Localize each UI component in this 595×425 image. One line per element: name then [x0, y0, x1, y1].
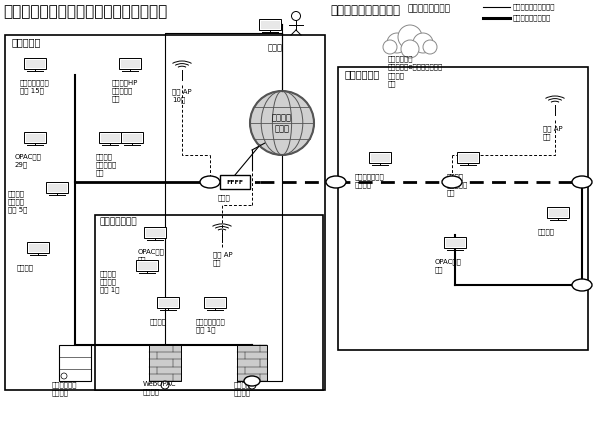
Text: 業務端末: 業務端末	[150, 318, 167, 325]
Bar	[27, 242, 49, 253]
Ellipse shape	[572, 279, 592, 291]
Text: 利用者系ネットワーク: 利用者系ネットワーク	[513, 4, 556, 10]
Bar	[549, 209, 568, 216]
Circle shape	[387, 33, 407, 53]
Text: 無線 AP
10台: 無線 AP 10台	[172, 88, 192, 103]
Bar	[259, 19, 281, 30]
Text: 他館所蔵
調査用端末
２台: 他館所蔵 調査用端末 ２台	[96, 153, 117, 176]
Circle shape	[161, 381, 169, 389]
Bar	[59, 345, 91, 381]
Text: OPAC端末
２台: OPAC端末 ２台	[138, 248, 165, 263]
Text: WebOPAC
サーバ等: WebOPAC サーバ等	[143, 381, 177, 395]
Bar	[547, 207, 569, 218]
Bar	[444, 237, 466, 248]
Text: 国際児童文学館: 国際児童文学館	[100, 217, 137, 226]
Circle shape	[250, 91, 314, 155]
Bar	[5, 35, 325, 390]
Ellipse shape	[200, 176, 220, 188]
Text: 書庫出納
案内表示
装置 1台: 書庫出納 案内表示 装置 1台	[100, 270, 120, 293]
Bar	[338, 67, 588, 350]
Circle shape	[413, 33, 433, 53]
Bar	[459, 154, 478, 162]
Circle shape	[423, 40, 437, 54]
Bar	[121, 132, 143, 143]
Text: OPAC端末
29台: OPAC端末 29台	[15, 153, 42, 168]
Text: データベース用
端末 15台: データベース用 端末 15台	[20, 79, 50, 94]
Text: インター
ネット: インター ネット	[272, 113, 292, 133]
Text: 官公庁等HP
閲覧用端末
２台: 官公庁等HP 閲覧用端末 ２台	[112, 79, 139, 102]
Text: 電子資料検索
（おおさかeコレクション）
横断検索
など: 電子資料検索 （おおさかeコレクション） 横断検索 など	[388, 55, 443, 88]
Text: 業務端末: 業務端末	[538, 228, 555, 235]
Text: 業務システム
サーバ等: 業務システム サーバ等	[52, 381, 77, 396]
Bar	[99, 132, 121, 143]
Text: 令和２年４月１日現在: 令和２年４月１日現在	[330, 4, 400, 17]
Bar	[29, 244, 48, 252]
Bar	[205, 299, 224, 306]
Bar	[261, 21, 280, 28]
Text: ファイア
ウォール: ファイア ウォール	[234, 381, 251, 396]
Ellipse shape	[442, 176, 462, 188]
Circle shape	[61, 373, 67, 379]
Circle shape	[401, 40, 419, 58]
Bar	[119, 58, 141, 69]
Text: 無線 AP
２台: 無線 AP ２台	[543, 125, 563, 140]
Bar	[457, 152, 479, 163]
Bar	[26, 134, 45, 142]
Text: 他館所蔵
調査用端末
３台: 他館所蔵 調査用端末 ３台	[447, 173, 468, 196]
Text: 中之島図書館: 中之島図書館	[345, 69, 380, 79]
Circle shape	[292, 11, 300, 20]
Text: 業務系ネットワーク: 業務系ネットワーク	[513, 15, 551, 21]
Text: 書庫出納
案内表示
装置 5台: 書庫出納 案内表示 装置 5台	[8, 190, 27, 213]
Bar	[26, 60, 45, 68]
Bar	[220, 175, 250, 189]
Text: ルータ: ルータ	[218, 194, 231, 201]
Bar	[149, 345, 181, 381]
Ellipse shape	[244, 376, 260, 386]
Bar	[371, 154, 390, 162]
Bar	[144, 227, 166, 238]
Text: 業務端末: 業務端末	[17, 264, 34, 271]
Text: FFFF: FFFF	[227, 179, 243, 184]
Bar	[446, 239, 465, 246]
Ellipse shape	[326, 176, 346, 188]
Text: 利用者: 利用者	[268, 43, 283, 52]
Bar	[204, 297, 226, 308]
Bar	[237, 345, 267, 381]
Text: データベース用
端末 1台: データベース用 端末 1台	[196, 318, 226, 333]
Text: データベース用
端末８台: データベース用 端末８台	[355, 173, 385, 188]
Bar	[95, 215, 323, 390]
Bar	[24, 132, 46, 143]
Circle shape	[383, 40, 397, 54]
Bar	[101, 134, 120, 142]
Bar	[136, 260, 158, 271]
Bar	[146, 229, 164, 236]
Text: クラウドサービス: クラウドサービス	[408, 4, 451, 13]
Bar	[137, 262, 156, 269]
Circle shape	[398, 25, 422, 49]
Bar	[369, 152, 391, 163]
Ellipse shape	[572, 176, 592, 188]
Bar	[121, 60, 139, 68]
Bar	[24, 58, 46, 69]
Bar	[158, 299, 177, 306]
Text: OPAC端末
７台: OPAC端末 ７台	[435, 258, 462, 273]
Circle shape	[248, 381, 256, 389]
Text: 無線 AP
１台: 無線 AP １台	[213, 251, 233, 266]
Bar	[123, 134, 142, 142]
Bar	[157, 297, 179, 308]
Bar	[48, 184, 67, 192]
Bar	[46, 182, 68, 193]
Text: 《大阪府立図書館情報システム構成図》: 《大阪府立図書館情報システム構成図》	[3, 4, 167, 19]
Text: 中央図書館: 中央図書館	[12, 37, 42, 47]
